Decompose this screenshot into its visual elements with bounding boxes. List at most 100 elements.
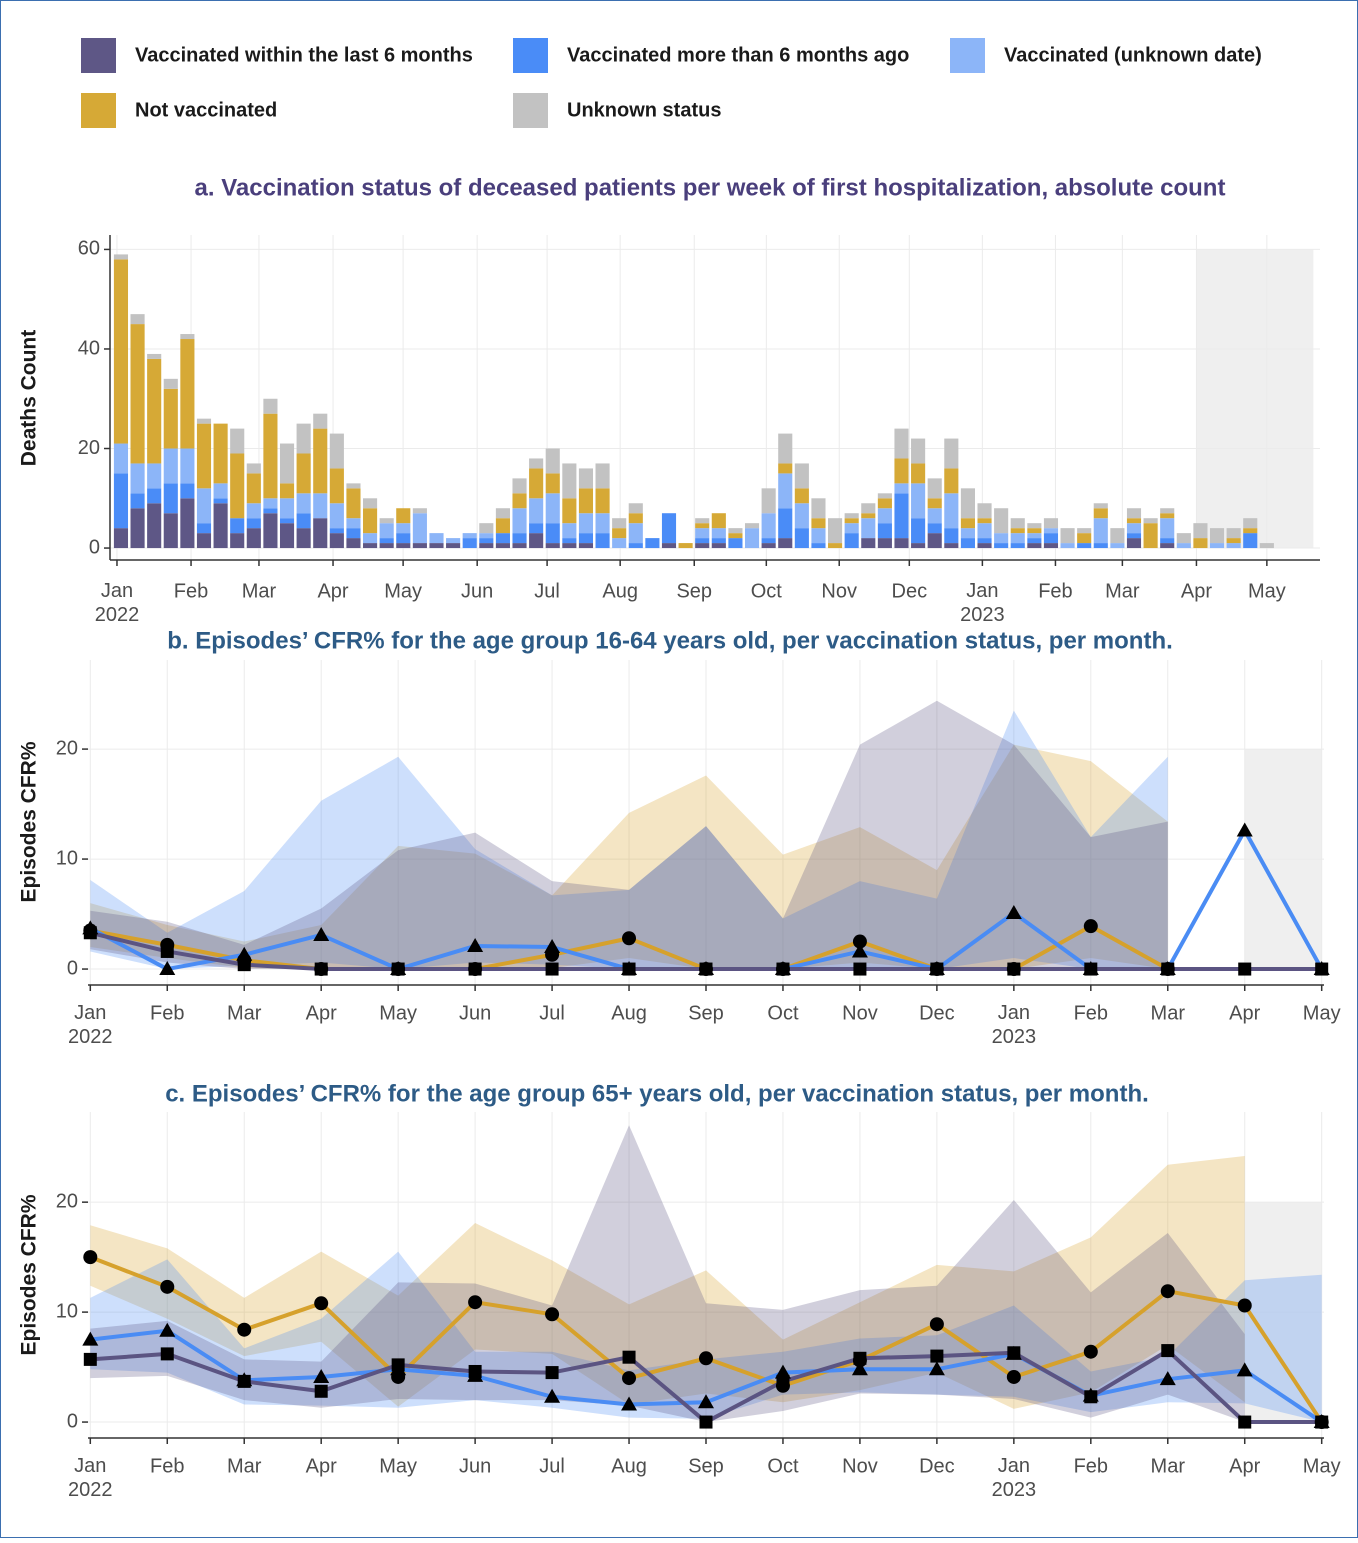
bar-segment: [329, 468, 344, 504]
marker: [930, 962, 944, 976]
bar-segment: [927, 478, 942, 499]
bar-segment: [711, 528, 726, 539]
bar-segment: [429, 533, 444, 544]
bar-segment: [927, 508, 942, 524]
marker: [160, 944, 174, 958]
bar-segment: [794, 528, 809, 549]
bar-segment: [828, 543, 843, 549]
bar-segment: [1160, 508, 1175, 514]
bar-segment: [512, 478, 527, 494]
bar-segment: [529, 498, 544, 524]
marker: [1161, 1344, 1175, 1358]
bar-segment: [877, 538, 892, 549]
bar-segment: [279, 518, 295, 524]
x-tick-label: Aug: [611, 1002, 647, 1024]
marker: [1315, 962, 1329, 976]
x-tick-label: Jan 2022: [68, 1002, 113, 1048]
bar-segment: [495, 543, 510, 549]
marker: [776, 962, 790, 976]
marker: [699, 1415, 713, 1429]
marker: [160, 1347, 174, 1361]
bar-segment: [1160, 513, 1175, 519]
bar-segment: [329, 433, 344, 469]
bar-segment: [246, 473, 261, 504]
bar-segment: [960, 488, 975, 519]
bar-segment: [296, 513, 311, 529]
bar-segment: [412, 508, 427, 514]
bar-segment: [761, 538, 776, 544]
y-axis-title: Episodes CFR%: [18, 1194, 41, 1355]
bar-segment: [811, 528, 826, 544]
bar-segment: [279, 443, 295, 484]
bar-segment: [363, 543, 378, 549]
marker: [853, 962, 867, 976]
marker: [1083, 1344, 1098, 1359]
bar-segment: [147, 353, 162, 359]
bar-segment: [562, 523, 577, 539]
x-tick-label: Mar: [1105, 580, 1140, 602]
bar-segment: [279, 498, 295, 519]
bar-segment: [861, 538, 876, 549]
bar-segment: [296, 423, 311, 454]
legend-swatch: [81, 93, 116, 128]
bar-segment: [844, 523, 859, 534]
x-tick-label: May: [379, 1002, 417, 1024]
x-tick-label: May: [384, 580, 422, 602]
bar-segment: [113, 528, 129, 549]
bar-segment: [147, 358, 162, 464]
bar-segment: [363, 533, 378, 544]
x-tick-label: Apr: [1229, 1002, 1260, 1024]
confidence-ribbon: [90, 1125, 1245, 1423]
bar-segment: [877, 508, 892, 524]
bar-segment: [1243, 533, 1258, 549]
x-tick-label: Jul: [539, 1455, 565, 1477]
bar-segment: [778, 433, 793, 464]
bar-segment: [163, 513, 178, 549]
bar-segment: [263, 398, 278, 414]
bar-segment: [130, 324, 145, 464]
y-tick-label: 10: [56, 1300, 78, 1322]
bar-segment: [512, 508, 527, 534]
x-tick-label: Jun: [459, 1455, 491, 1477]
bar-segment: [661, 513, 677, 544]
bar-segment: [147, 463, 162, 489]
y-tick-label: 0: [89, 536, 100, 558]
bar-segment: [529, 468, 544, 499]
bar-segment: [479, 533, 494, 539]
bar-segment: [379, 523, 394, 539]
bar-segment: [512, 533, 527, 544]
x-tick-label: Feb: [1074, 1455, 1108, 1477]
marker: [236, 946, 253, 961]
bar-segment: [495, 518, 510, 534]
marker: [621, 1396, 638, 1411]
bar-segment: [130, 508, 145, 549]
bar-segment: [861, 503, 876, 514]
bar-segment: [1176, 533, 1191, 544]
x-tick-label: Oct: [767, 1002, 799, 1024]
marker: [314, 1296, 329, 1311]
bar-segment: [1259, 543, 1274, 549]
marker: [237, 1374, 251, 1388]
marker: [237, 1322, 252, 1337]
bar-segment: [1226, 538, 1241, 544]
bar-segment: [213, 503, 228, 549]
bar-segment: [595, 488, 610, 514]
x-tick-label: Apr: [1229, 1455, 1260, 1477]
bar-segment: [213, 498, 228, 504]
bar-segment: [562, 463, 577, 499]
bar-segment: [1010, 528, 1025, 534]
marker: [83, 1352, 97, 1366]
x-tick-label: Feb: [174, 580, 208, 602]
bar-segment: [695, 518, 710, 524]
bar-segment: [196, 418, 212, 424]
marker: [622, 1371, 637, 1386]
bar-segment: [346, 528, 361, 539]
bar-segment: [778, 508, 793, 539]
bar-segment: [578, 513, 594, 534]
bar-segment: [728, 538, 743, 549]
x-tick-label: May: [1303, 1455, 1341, 1477]
bar-segment: [595, 463, 610, 489]
bar-segment: [562, 538, 577, 544]
bar-segment: [512, 543, 527, 549]
bar-segment: [545, 493, 560, 524]
